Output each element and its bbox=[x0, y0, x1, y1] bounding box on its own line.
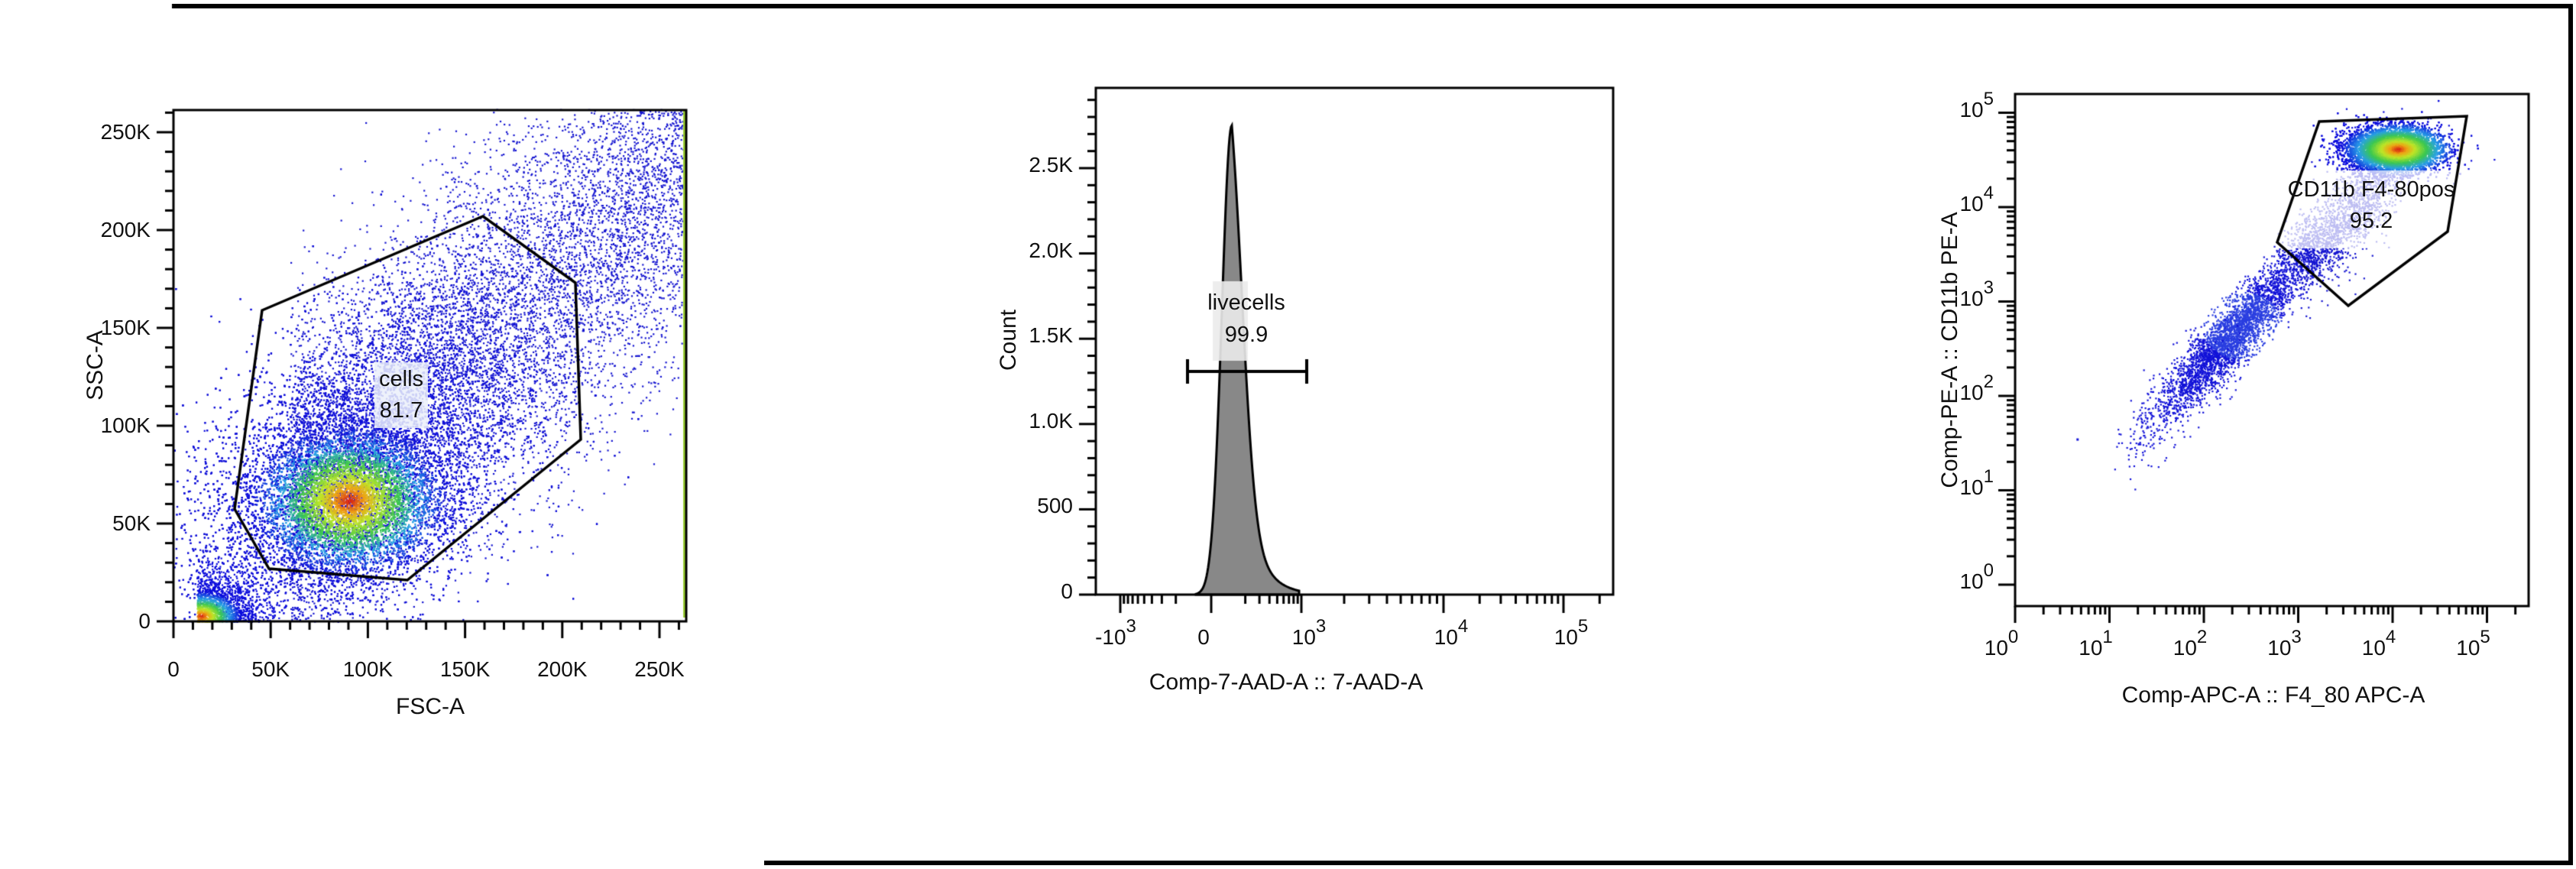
tick-label: 250K bbox=[634, 657, 685, 681]
tick-label: 200K bbox=[537, 657, 588, 681]
gate-percentage: 81.7 bbox=[379, 398, 423, 423]
x-axis-title: FSC-A bbox=[396, 694, 465, 719]
tick-label: 0 bbox=[167, 657, 180, 681]
fsc-ssc-dot-plot: 0 50K 100K 150K 200K 250K 0 50K 100K 150K 200K 250… bbox=[0, 0, 764, 869]
tick-label: 250K bbox=[100, 120, 151, 144]
tick-label: 100K bbox=[342, 657, 394, 681]
tick-label: 50K bbox=[112, 511, 151, 535]
tick-label: 50K bbox=[251, 657, 290, 681]
tick-label: 150K bbox=[439, 657, 491, 681]
gate-name: cells bbox=[378, 367, 424, 391]
y-axis-title: SSC-A bbox=[83, 330, 108, 400]
tick-label: 200K bbox=[100, 218, 151, 242]
tick-label: 100K bbox=[100, 413, 151, 437]
gate-label-cells[interactable]: cells 81.7 bbox=[374, 362, 429, 428]
tick-label: 0 bbox=[138, 609, 151, 633]
